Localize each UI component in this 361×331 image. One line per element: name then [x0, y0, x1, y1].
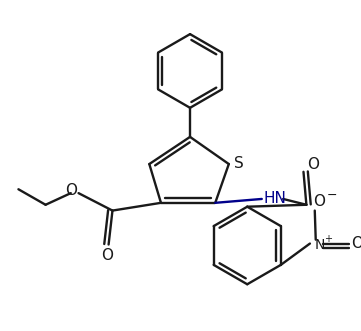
Text: O: O: [65, 183, 77, 198]
Text: O: O: [307, 157, 319, 171]
Text: O: O: [314, 194, 326, 210]
Text: O: O: [102, 248, 114, 263]
Text: +: +: [324, 234, 332, 244]
Text: N: N: [314, 239, 325, 253]
Text: HN: HN: [264, 191, 287, 207]
Text: −: −: [327, 189, 338, 202]
Text: O: O: [351, 236, 361, 251]
Text: S: S: [234, 156, 243, 170]
